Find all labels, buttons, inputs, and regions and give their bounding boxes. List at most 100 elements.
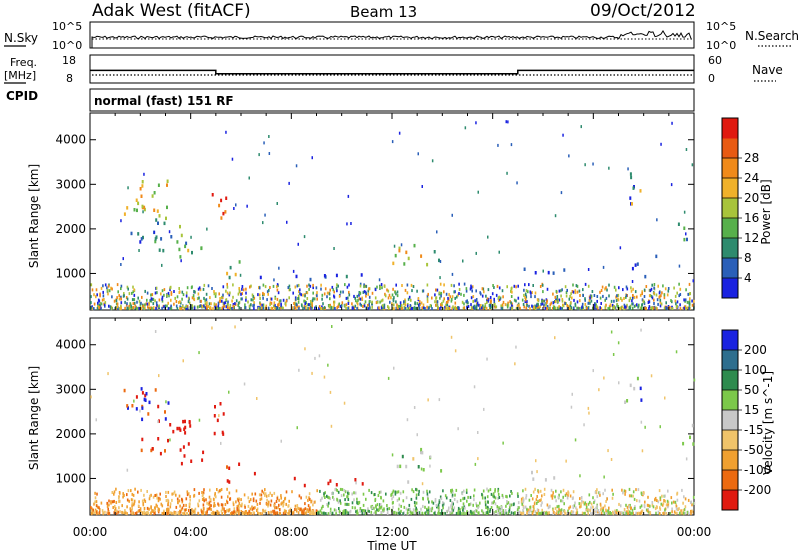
range-cell (479, 304, 482, 308)
range-cell (654, 496, 657, 500)
range-cell (640, 420, 643, 424)
nsky-line (91, 30, 692, 48)
range-cell (153, 512, 155, 515)
range-cell (110, 307, 113, 311)
range-cell (481, 492, 483, 496)
range-cell (505, 504, 507, 508)
range-cell (310, 300, 312, 303)
range-cell (359, 292, 361, 296)
range-cell (400, 304, 403, 308)
range-cell (227, 495, 229, 499)
range-cell (455, 511, 458, 515)
range-cell (131, 492, 134, 496)
range-cell (129, 302, 131, 306)
range-cell (506, 285, 508, 289)
range-cell (217, 301, 220, 305)
range-cell (213, 511, 215, 515)
range-cell (428, 490, 431, 494)
range-cell (132, 302, 135, 306)
range-cell (663, 293, 666, 297)
range-cell (348, 283, 350, 287)
range-cell (615, 511, 617, 515)
range-cell (362, 305, 364, 308)
range-cell (280, 502, 282, 506)
range-cell (565, 294, 568, 298)
range-cell (188, 509, 190, 512)
range-cell (188, 492, 190, 496)
range-cell (625, 305, 627, 309)
range-cell (450, 490, 453, 494)
range-cell (378, 508, 380, 512)
range-cell (178, 426, 181, 431)
range-cell (340, 494, 343, 498)
range-cell (264, 492, 267, 496)
range-cell (514, 511, 516, 515)
range-cell (255, 499, 258, 503)
range-cell (156, 209, 159, 213)
range-cell (107, 510, 110, 514)
range-cell (677, 222, 680, 226)
range-cell (339, 304, 342, 308)
range-cell (234, 325, 236, 329)
range-cell (652, 505, 655, 509)
range-cell (108, 512, 111, 516)
range-cell (580, 504, 582, 508)
range-cell (406, 291, 409, 295)
range-cell (510, 503, 513, 507)
range-cell (473, 307, 476, 311)
range-cell (506, 171, 508, 175)
range-cell (680, 511, 683, 515)
range-cell (540, 503, 542, 507)
colorbar-swatch (722, 370, 738, 391)
range-cell (120, 307, 122, 311)
range-cell (457, 306, 459, 310)
range-cell (398, 246, 401, 251)
range-cell (635, 511, 637, 515)
range-cell (487, 299, 489, 303)
range-cell (570, 292, 572, 296)
range-cell (405, 507, 408, 511)
range-cell (538, 307, 540, 311)
range-cell (539, 305, 541, 309)
range-cell (292, 269, 295, 273)
range-cell (553, 305, 556, 309)
range-cell (143, 510, 146, 514)
range-cell (580, 125, 582, 129)
range-cell (354, 506, 356, 510)
range-cell (229, 307, 232, 311)
range-cell (690, 512, 692, 516)
range-cell (280, 496, 282, 500)
range-cell (190, 459, 193, 463)
range-cell (248, 509, 250, 513)
range-cell (407, 297, 410, 301)
range-cell (168, 294, 170, 298)
range-cell (473, 511, 475, 515)
range-cell (690, 509, 692, 513)
range-cell (250, 298, 253, 302)
range-cell (359, 507, 362, 510)
range-cell (393, 366, 395, 370)
range-cell (351, 492, 353, 496)
range-cell (337, 305, 339, 309)
nave-label: Nave (752, 63, 783, 77)
range-cell (690, 500, 692, 504)
range-cell (486, 357, 488, 361)
range-cell (148, 301, 150, 305)
range-cell (241, 287, 243, 291)
range-cell (674, 299, 677, 303)
range-cell (179, 255, 182, 259)
x-tick-label: 08:00 (274, 525, 309, 539)
range-cell (102, 290, 104, 294)
range-cell (507, 303, 510, 307)
range-cell (298, 368, 300, 372)
range-cell (437, 506, 440, 510)
range-cell (304, 502, 306, 506)
range-cell (684, 505, 687, 509)
range-cell (507, 511, 510, 515)
range-cell (393, 307, 395, 311)
range-cell (516, 304, 519, 308)
range-cell (502, 295, 504, 299)
range-cell (216, 510, 219, 514)
range-cell (295, 297, 297, 301)
range-cell (193, 306, 196, 310)
